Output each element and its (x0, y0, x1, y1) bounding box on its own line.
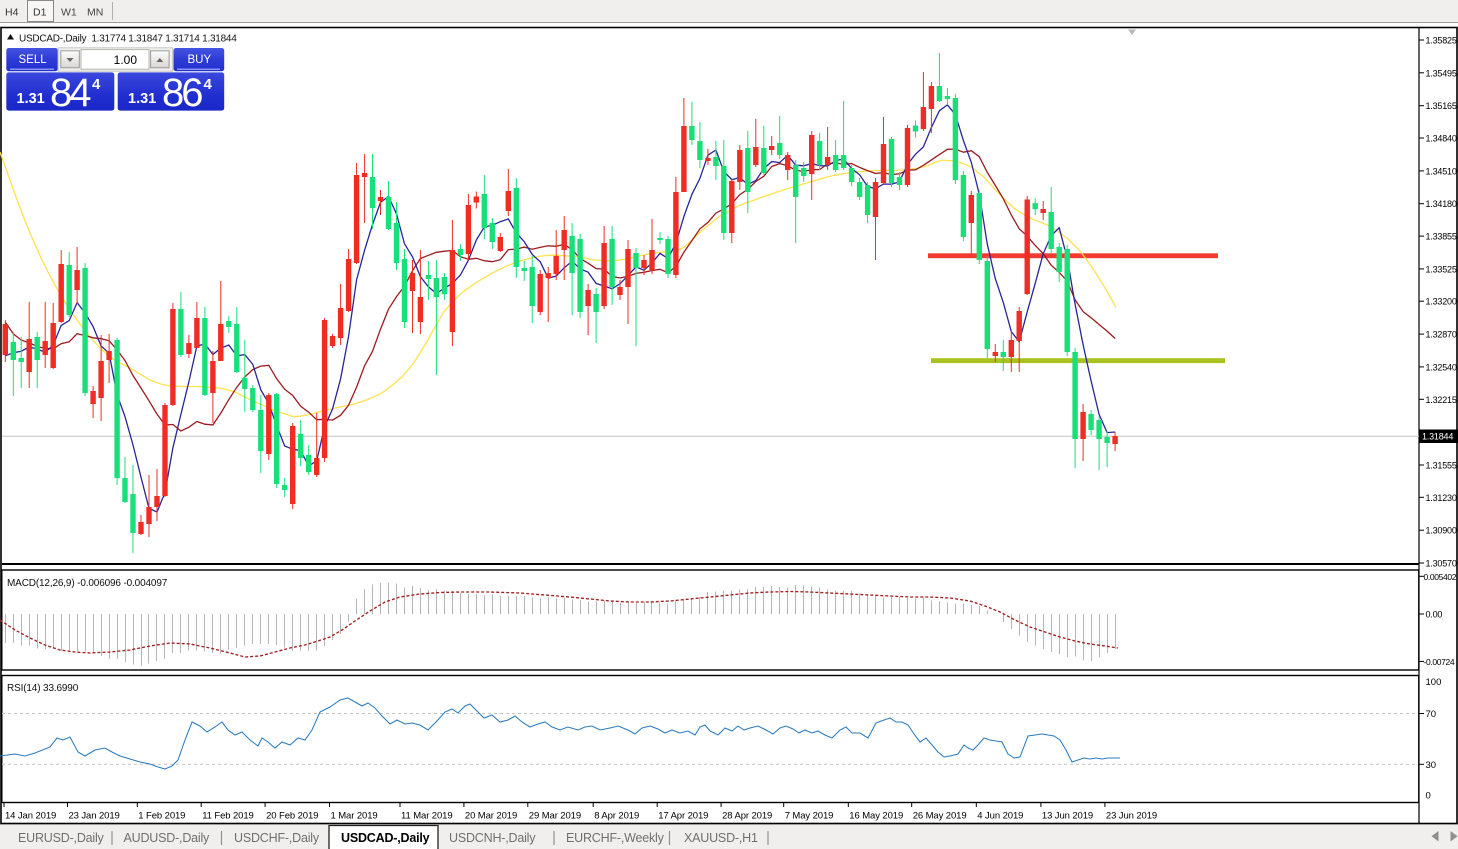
svg-text:11 Mar 2019: 11 Mar 2019 (401, 811, 453, 822)
svg-text:0: 0 (1426, 791, 1431, 802)
svg-text:-0.00724: -0.00724 (1424, 657, 1455, 667)
svg-text:1.31: 1.31 (128, 91, 156, 107)
svg-text:1 Mar 2019: 1 Mar 2019 (331, 811, 378, 822)
svg-text:13 Jun 2019: 13 Jun 2019 (1042, 811, 1093, 822)
svg-text:1.31844: 1.31844 (1422, 432, 1453, 442)
svg-text:D1: D1 (33, 7, 47, 19)
svg-text:1.33525: 1.33525 (1426, 264, 1457, 274)
svg-text:11 Feb 2019: 11 Feb 2019 (202, 811, 254, 822)
svg-text:70: 70 (1426, 709, 1437, 720)
svg-text:1.31: 1.31 (17, 91, 45, 107)
svg-text:1.35495: 1.35495 (1426, 68, 1457, 78)
svg-text:1.30900: 1.30900 (1426, 526, 1457, 536)
svg-text:1.34840: 1.34840 (1426, 134, 1457, 144)
svg-text:W1: W1 (61, 7, 77, 19)
svg-text:1.33200: 1.33200 (1426, 297, 1457, 307)
svg-text:1.31555: 1.31555 (1426, 461, 1457, 471)
svg-text:USDCAD-,Daily: USDCAD-,Daily (341, 831, 430, 845)
svg-text:100: 100 (1426, 677, 1442, 688)
svg-text:MN: MN (87, 7, 103, 19)
svg-text:1.30570: 1.30570 (1426, 559, 1457, 569)
svg-text:1.00: 1.00 (114, 53, 138, 67)
svg-text:7 May 2019: 7 May 2019 (785, 811, 834, 822)
svg-text:23 Jun 2019: 23 Jun 2019 (1106, 811, 1157, 822)
svg-text:1.31230: 1.31230 (1426, 493, 1457, 503)
svg-text:AUDUSD-,Daily: AUDUSD-,Daily (124, 831, 211, 845)
svg-text:USDCHF-,Daily: USDCHF-,Daily (234, 831, 320, 845)
svg-text:H4: H4 (5, 7, 19, 19)
svg-text:4: 4 (92, 76, 101, 93)
svg-text:1 Feb 2019: 1 Feb 2019 (138, 811, 185, 822)
svg-text:20 Mar 2019: 20 Mar 2019 (465, 811, 517, 822)
svg-text:0.00: 0.00 (1426, 610, 1443, 620)
svg-text:17 Apr 2019: 17 Apr 2019 (658, 811, 708, 822)
svg-text:BUY: BUY (188, 54, 212, 66)
svg-text:EURUSD-,Daily: EURUSD-,Daily (18, 831, 105, 845)
svg-text:84: 84 (50, 71, 91, 115)
svg-text:29 Mar 2019: 29 Mar 2019 (529, 811, 581, 822)
svg-text:20 Feb 2019: 20 Feb 2019 (266, 811, 318, 822)
svg-text:8 Apr 2019: 8 Apr 2019 (594, 811, 639, 822)
svg-text:28 Apr 2019: 28 Apr 2019 (722, 811, 772, 822)
svg-text:MACD(12,26,9) -0.006096 -0.004: MACD(12,26,9) -0.006096 -0.004097 (7, 578, 168, 589)
svg-text:EURCHF-,Weekly: EURCHF-,Weekly (566, 831, 665, 845)
svg-text:23 Jan 2019: 23 Jan 2019 (69, 811, 120, 822)
svg-text:1.34510: 1.34510 (1426, 166, 1457, 176)
svg-text:XAUUSD-,H1: XAUUSD-,H1 (684, 831, 758, 845)
svg-text:1.32215: 1.32215 (1426, 395, 1457, 405)
svg-text:1.35825: 1.35825 (1426, 36, 1457, 46)
svg-text:SELL: SELL (19, 54, 48, 66)
svg-text:86: 86 (162, 71, 202, 115)
svg-text:1.32870: 1.32870 (1426, 330, 1457, 340)
svg-text:1.33855: 1.33855 (1426, 232, 1457, 242)
svg-text:14 Jan 2019: 14 Jan 2019 (5, 811, 56, 822)
svg-text:1.34180: 1.34180 (1426, 199, 1457, 209)
svg-text:30: 30 (1426, 760, 1437, 771)
svg-text:USDCAD-,Daily 1.31774 1.31847: USDCAD-,Daily 1.31774 1.31847 1.31714 1.… (19, 34, 237, 45)
svg-text:RSI(14) 33.6990: RSI(14) 33.6990 (7, 683, 79, 694)
svg-text:16 May 2019: 16 May 2019 (849, 811, 903, 822)
svg-text:26 May 2019: 26 May 2019 (913, 811, 967, 822)
svg-text:4: 4 (204, 76, 213, 93)
svg-text:4 Jun 2019: 4 Jun 2019 (977, 811, 1023, 822)
svg-text:1.32540: 1.32540 (1426, 362, 1457, 372)
svg-text:USDCNH-,Daily: USDCNH-,Daily (449, 831, 536, 845)
svg-text:0.005402: 0.005402 (1424, 572, 1457, 582)
svg-text:1.35165: 1.35165 (1426, 101, 1457, 111)
